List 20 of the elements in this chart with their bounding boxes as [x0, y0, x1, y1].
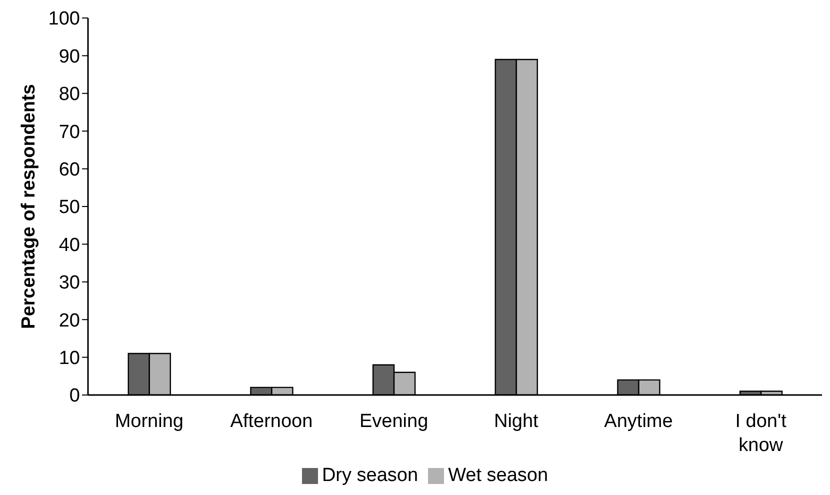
y-tick-label: 90 — [58, 46, 80, 68]
y-tick-label: 40 — [58, 234, 80, 256]
y-tick-label: 60 — [58, 160, 80, 181]
legend-label: Dry season — [322, 465, 418, 486]
y-tick-label: 50 — [58, 197, 80, 218]
y-tick-label: 30 — [58, 272, 80, 294]
y-tick-label: 80 — [58, 84, 80, 106]
y-tick-label: 100 — [48, 8, 80, 30]
x-tick-label: Morning — [114, 411, 184, 432]
x-tick-label: I don't know — [735, 411, 788, 456]
legend-label: Wet season — [448, 465, 548, 486]
x-tick-label: Night — [494, 411, 540, 432]
x-tick-label: Anytime — [604, 411, 673, 432]
y-axis-title: Percentage of respondents — [18, 84, 40, 329]
x-tick-label: Evening — [359, 411, 428, 432]
y-tick-label: 20 — [58, 310, 80, 332]
y-tick-label: 10 — [58, 348, 80, 370]
y-tick-label: 0 — [69, 386, 80, 407]
x-tick-label: Afternoon — [230, 411, 313, 432]
y-tick-label: 70 — [58, 122, 80, 143]
